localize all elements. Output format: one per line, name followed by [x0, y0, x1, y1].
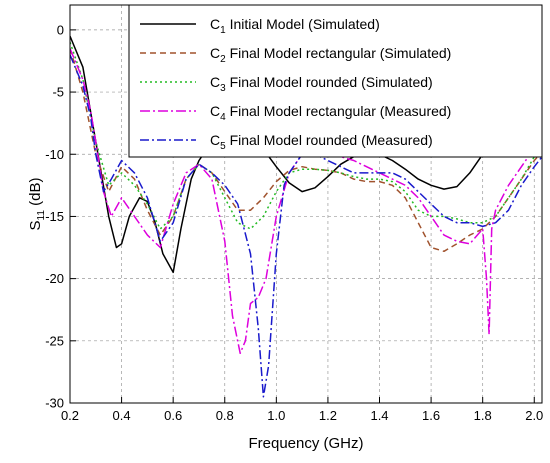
x-tick-label: 1.4 [370, 408, 388, 423]
legend-label-main: C [210, 74, 220, 90]
series-line-c4 [70, 48, 542, 355]
legend-label-sub: 2 [220, 54, 226, 65]
x-tick-label: 0.8 [216, 408, 234, 423]
series-line-c3 [70, 42, 542, 230]
legend: C1 Initial Model (Simulated)C2 Final Mod… [128, 4, 543, 158]
legend-label-c2: C2 Final Model rectangular (Simulated) [210, 45, 451, 65]
y-tick-label: -25 [45, 333, 64, 348]
y-axis-title-unit: (dB) [27, 178, 44, 211]
x-tick-label: 1.2 [319, 408, 337, 423]
legend-box [128, 4, 543, 158]
legend-label-rest: Final Model rectangular (Measured) [226, 103, 452, 119]
x-tick-label: 1.0 [267, 408, 285, 423]
y-tick-label: -30 [45, 396, 64, 411]
y-tick-label: -5 [52, 85, 64, 100]
y-axis-title-sub: 11 [36, 210, 47, 221]
x-tick-label: 2.0 [525, 408, 543, 423]
legend-label-rest: Final Model rounded (Simulated) [226, 74, 433, 90]
ticks-layer: 0.2 0.4 0.6 0.8 1.0 1.2 1.4 1.6 1.8 2.0 0 -5 -10 -15 -… [45, 22, 543, 423]
x-tick-label: 1.8 [474, 408, 492, 423]
legend-label-sub: 3 [220, 83, 226, 94]
legend-label-rest: Final Model rectangular (Simulated) [226, 45, 452, 61]
x-axis-title: Frequency (GHz) [248, 435, 363, 452]
legend-entries: C1 Initial Model (Simulated)C2 Final Mod… [140, 16, 451, 152]
legend-label-c3: C3 Final Model rounded (Simulated) [210, 74, 433, 94]
y-tick-label: 0 [57, 22, 64, 37]
y-tick-label: -15 [45, 209, 64, 224]
legend-label-sub: 5 [220, 141, 226, 152]
legend-label-main: C [210, 16, 220, 32]
legend-label-c5: C5 Final Model rounded (Measured) [210, 132, 433, 152]
series-line-c5 [70, 54, 542, 398]
series-layer [70, 35, 542, 398]
x-tick-label: 1.6 [422, 408, 440, 423]
legend-label-main: C [210, 103, 220, 119]
y-axis-title: S11 (dB) [27, 178, 47, 231]
x-tick-label: 0.2 [61, 408, 79, 423]
legend-label-sub: 1 [220, 25, 226, 36]
series-line-c2 [70, 48, 542, 253]
legend-label-rest: Final Model rounded (Measured) [226, 132, 433, 148]
legend-label-sub: 4 [220, 112, 226, 123]
x-tick-label: 0.4 [113, 408, 131, 423]
y-tick-label: -10 [45, 147, 64, 162]
legend-label-c1: C1 Initial Model (Simulated) [210, 16, 380, 36]
legend-label-rest: Initial Model (Simulated) [226, 16, 380, 32]
legend-label-main: C [210, 45, 220, 61]
x-tick-label: 0.6 [164, 408, 182, 423]
series-line-c1 [70, 35, 542, 274]
legend-label-c4: C4 Final Model rectangular (Measured) [210, 103, 451, 123]
y-axis-title-main: S [27, 220, 44, 230]
legend-label-main: C [210, 132, 220, 148]
y-tick-label: -20 [45, 271, 64, 286]
